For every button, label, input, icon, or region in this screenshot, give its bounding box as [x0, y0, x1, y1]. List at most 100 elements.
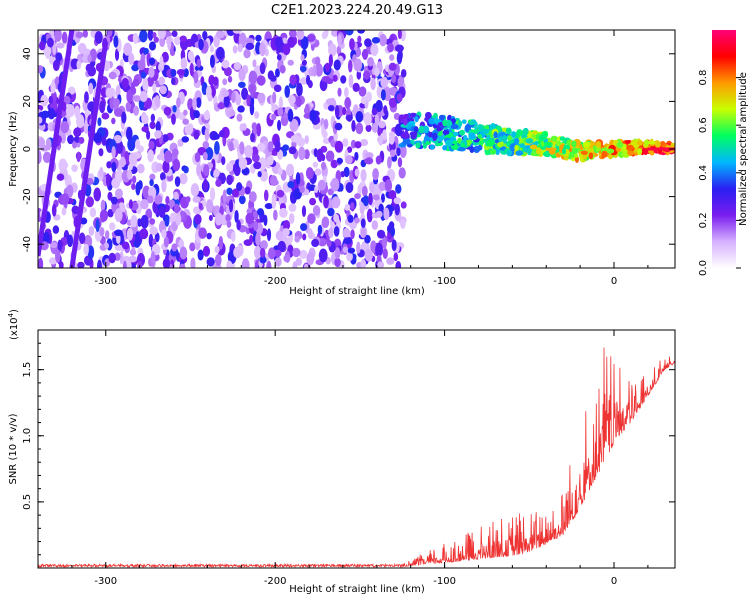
- noise-cell: [73, 127, 82, 138]
- noise-cell: [352, 82, 360, 92]
- noise-cell: [40, 94, 49, 107]
- noise-cell: [348, 74, 354, 88]
- noise-cell: [315, 63, 323, 77]
- noise-cell: [171, 77, 176, 85]
- noise-cell: [379, 33, 387, 47]
- noise-cell: [158, 206, 166, 218]
- signal-cell: [413, 126, 419, 133]
- noise-cell: [344, 30, 354, 36]
- noise-cell: [312, 64, 317, 77]
- colorbar-tick-label: 0.2: [698, 212, 709, 228]
- spectrogram-x-tick-label: -100: [433, 276, 456, 287]
- noise-cell: [288, 213, 295, 224]
- noise-cell: [337, 34, 342, 48]
- noise-cell: [215, 179, 222, 187]
- noise-cell: [362, 48, 369, 61]
- noise-cell: [217, 102, 226, 110]
- noise-cell: [182, 68, 189, 78]
- noise-cell: [139, 30, 148, 43]
- snr-series-line: [38, 347, 676, 569]
- noise-cell: [263, 189, 269, 202]
- noise-cell: [241, 123, 247, 131]
- noise-cell: [267, 247, 276, 260]
- noise-cell: [171, 113, 176, 125]
- noise-cell: [202, 152, 208, 161]
- noise-cell: [125, 102, 131, 112]
- noise-cell: [277, 107, 284, 117]
- noise-cell: [190, 257, 196, 268]
- noise-cell: [238, 195, 246, 205]
- signal-cell: [507, 135, 513, 142]
- noise-cell: [395, 184, 402, 194]
- noise-cell: [232, 45, 238, 54]
- noise-cell: [396, 93, 403, 103]
- noise-cell: [299, 77, 309, 85]
- signal-cell: [452, 131, 459, 137]
- noise-cell: [173, 35, 181, 46]
- noise-cell: [303, 149, 310, 160]
- noise-cell: [298, 146, 306, 161]
- spectrogram-x-tick-label: -300: [94, 276, 117, 287]
- noise-cell: [180, 57, 188, 70]
- noise-cell: [394, 203, 400, 216]
- noise-cell: [128, 199, 133, 209]
- signal-cell: [511, 131, 517, 138]
- noise-cell: [184, 124, 194, 135]
- noise-cell: [205, 85, 212, 99]
- noise-cell: [274, 68, 280, 78]
- noise-cell: [342, 227, 351, 239]
- noise-cell: [292, 261, 298, 268]
- signal-cell: [468, 132, 476, 140]
- noise-cell: [192, 97, 197, 110]
- noise-cell: [193, 206, 199, 214]
- noise-cell: [60, 193, 70, 205]
- snr-x-ticks: -300 -200 -100 0: [37, 330, 649, 587]
- noise-cell: [214, 140, 220, 155]
- noise-cell: [285, 163, 295, 177]
- noise-cell: [388, 97, 398, 108]
- noise-cell: [125, 126, 133, 141]
- noise-cell: [282, 228, 290, 237]
- noise-cell: [295, 96, 302, 108]
- noise-cell: [304, 135, 309, 145]
- noise-cell: [250, 132, 256, 143]
- signal-cell: [559, 136, 566, 141]
- figure-title: C2E1.2023.224.20.49.G13: [271, 3, 443, 18]
- signal-cell: [513, 137, 520, 145]
- noise-cell: [287, 59, 294, 66]
- noise-cell: [150, 251, 156, 264]
- noise-cell: [223, 95, 230, 108]
- snr-panel: -300 -200 -100 0 0.5 1.0 1.5 Height of straig…: [7, 309, 676, 595]
- snr-y-tick-label: 1.5: [22, 362, 33, 378]
- noise-cell: [337, 87, 342, 97]
- noise-cell: [375, 242, 384, 257]
- noise-cell: [128, 152, 138, 165]
- noise-cell: [148, 66, 155, 78]
- spectrogram-y-tick-label: 20: [22, 95, 33, 108]
- noise-cell: [376, 229, 386, 239]
- signal-cell: [477, 144, 483, 151]
- noise-cell: [378, 181, 387, 191]
- noise-cell: [342, 246, 349, 253]
- snr-y-tick-label: 0.5: [22, 494, 33, 510]
- noise-cell: [86, 177, 94, 186]
- noise-cell: [83, 243, 89, 256]
- noise-cell: [226, 260, 233, 268]
- noise-cell: [288, 94, 296, 105]
- noise-cell: [206, 232, 212, 240]
- signal-cell: [587, 148, 596, 153]
- noise-cell: [344, 203, 351, 212]
- noise-cell: [202, 30, 208, 40]
- noise-cell: [253, 245, 262, 259]
- noise-cell: [302, 233, 307, 241]
- noise-cell: [234, 210, 239, 223]
- noise-cell: [333, 213, 340, 223]
- noise-cell: [139, 228, 149, 240]
- noise-cell: [222, 78, 228, 86]
- noise-cell: [66, 234, 74, 248]
- noise-cell: [73, 136, 81, 144]
- signal-cell: [419, 125, 425, 134]
- noise-cell: [218, 235, 224, 250]
- noise-cell: [257, 142, 266, 152]
